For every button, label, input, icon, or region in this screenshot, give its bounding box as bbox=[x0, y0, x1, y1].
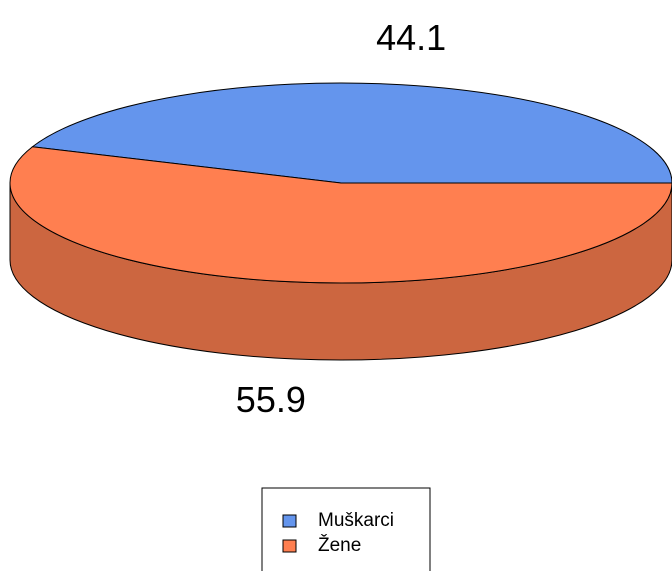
legend-key bbox=[282, 539, 297, 553]
legend-label: Žene bbox=[318, 534, 361, 556]
pie-slice bbox=[31, 82, 672, 184]
legend-label: Muškarci bbox=[318, 510, 394, 531]
legend-key bbox=[282, 514, 297, 528]
value-label: 44.1 bbox=[376, 17, 446, 58]
legend-box bbox=[261, 487, 431, 571]
value-label: 55.9 bbox=[236, 379, 306, 420]
pie-slice bbox=[9, 146, 672, 284]
